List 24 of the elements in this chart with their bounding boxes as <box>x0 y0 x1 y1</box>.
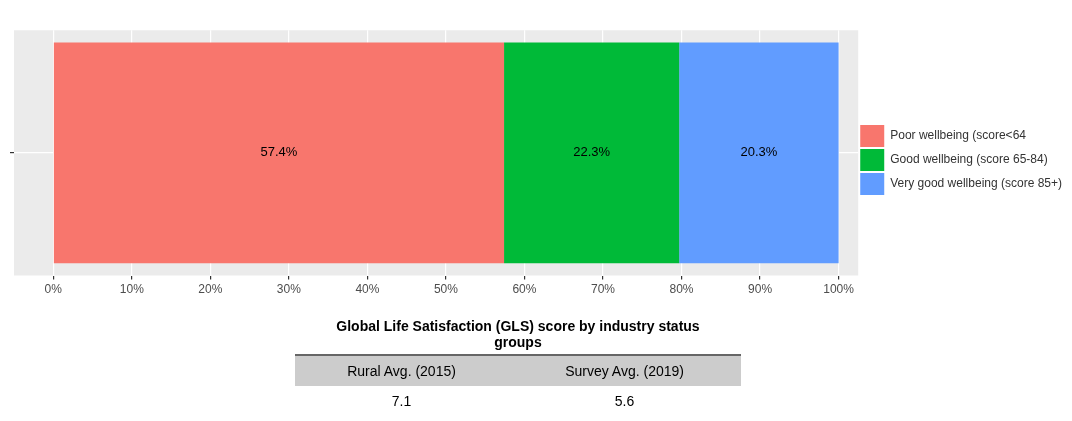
x-tick-label: 70% <box>590 282 616 297</box>
x-tick-label: 100% <box>823 282 855 297</box>
legend-label: Poor wellbeing (score<64 <box>890 128 1027 143</box>
x-tick-label: 50% <box>433 282 459 297</box>
data-label: 20.3% <box>740 144 778 160</box>
x-tick-label: 90% <box>748 282 773 297</box>
bar <box>504 42 680 264</box>
category-label: Survey Avg. (2019) <box>508 355 741 386</box>
category-label: Rural Avg. (2015) <box>295 355 509 386</box>
data-label: 22.3% <box>573 144 611 160</box>
x-tick-label: 30% <box>276 282 302 297</box>
x-tick-label: 40% <box>355 282 380 297</box>
text: 5.6 <box>613 392 636 411</box>
x-tick-label: 0% <box>44 282 63 297</box>
legend-label: Good wellbeing (score 65-84) <box>890 152 1048 167</box>
x-tick-label: 10% <box>119 282 145 297</box>
text: 7.1 <box>390 392 413 411</box>
x-tick-label: 60% <box>512 282 537 297</box>
x-tick-label: 20% <box>198 282 223 297</box>
text: Global Life Satisfaction (GLS) score by industry status groups <box>335 318 701 350</box>
bar <box>679 42 839 264</box>
data-label: 57.4% <box>260 144 298 160</box>
legend-label: Very good wellbeing (score 85+) <box>890 176 1063 191</box>
x-tick-label: 80% <box>669 282 694 297</box>
